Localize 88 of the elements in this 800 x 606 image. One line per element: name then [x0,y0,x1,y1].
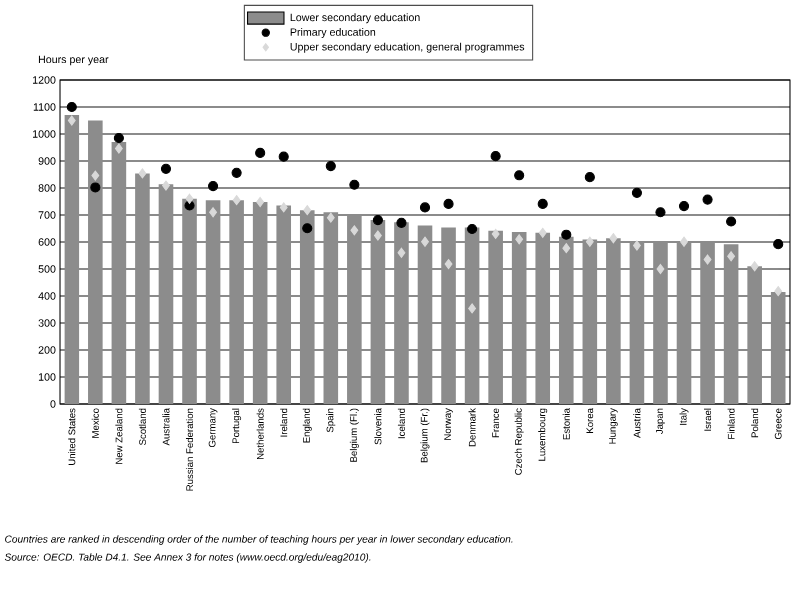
point [209,207,218,218]
point [726,216,737,227]
bar [770,291,786,404]
point [67,115,76,126]
bar [323,212,339,404]
point [66,101,77,113]
point [256,196,265,208]
point [397,247,406,258]
point [537,198,548,209]
point [302,223,313,234]
bar [370,220,386,404]
bar [417,225,433,404]
point [255,147,266,158]
point [702,194,713,205]
bar [511,231,527,404]
bar [653,241,668,404]
point [208,181,219,192]
bar [558,236,574,404]
point [468,303,477,314]
bar [64,115,80,404]
bar [606,238,621,404]
bar [394,222,409,404]
point [325,161,336,172]
point [444,259,453,270]
point [231,167,242,178]
point [113,132,124,144]
point [774,286,783,297]
bar [229,200,244,404]
point [631,187,642,198]
point [91,170,100,181]
bar [135,173,150,404]
bar [464,227,480,404]
point [138,168,147,179]
point [373,230,382,241]
point [279,202,288,213]
point [727,251,736,262]
bar [347,215,362,404]
point [396,217,407,228]
point [585,236,594,247]
point [656,263,665,275]
point [326,212,335,223]
point [419,202,431,213]
bar [629,242,645,404]
bar [205,200,221,404]
point [655,207,666,218]
bar [111,142,127,404]
point [443,198,454,209]
point [750,261,759,272]
bar [676,241,692,404]
point [303,205,312,216]
point [467,223,478,235]
point [561,229,572,240]
bar [700,242,715,404]
point [609,233,618,244]
point [703,254,712,265]
bar [723,244,739,404]
point [515,234,524,245]
point [584,172,595,183]
point [372,215,383,226]
point [90,182,101,193]
point [680,236,688,247]
point [114,143,123,154]
bar [582,239,598,404]
point [514,170,525,181]
bar [299,210,315,404]
bar [747,266,762,404]
point [349,179,360,190]
point [350,225,359,236]
point [160,163,172,174]
point [678,201,690,212]
point [162,180,170,191]
bar [252,202,268,404]
bar [441,227,456,404]
point [185,193,194,204]
point [232,195,241,206]
bar [488,230,503,404]
point [562,243,571,254]
point [490,151,501,162]
point [421,236,429,247]
bar [88,120,103,404]
bar [158,184,174,404]
point [632,240,641,251]
point [278,151,289,162]
point [538,227,547,238]
bar [535,232,551,404]
bar [276,205,292,404]
bar [182,198,197,404]
point [491,228,500,239]
